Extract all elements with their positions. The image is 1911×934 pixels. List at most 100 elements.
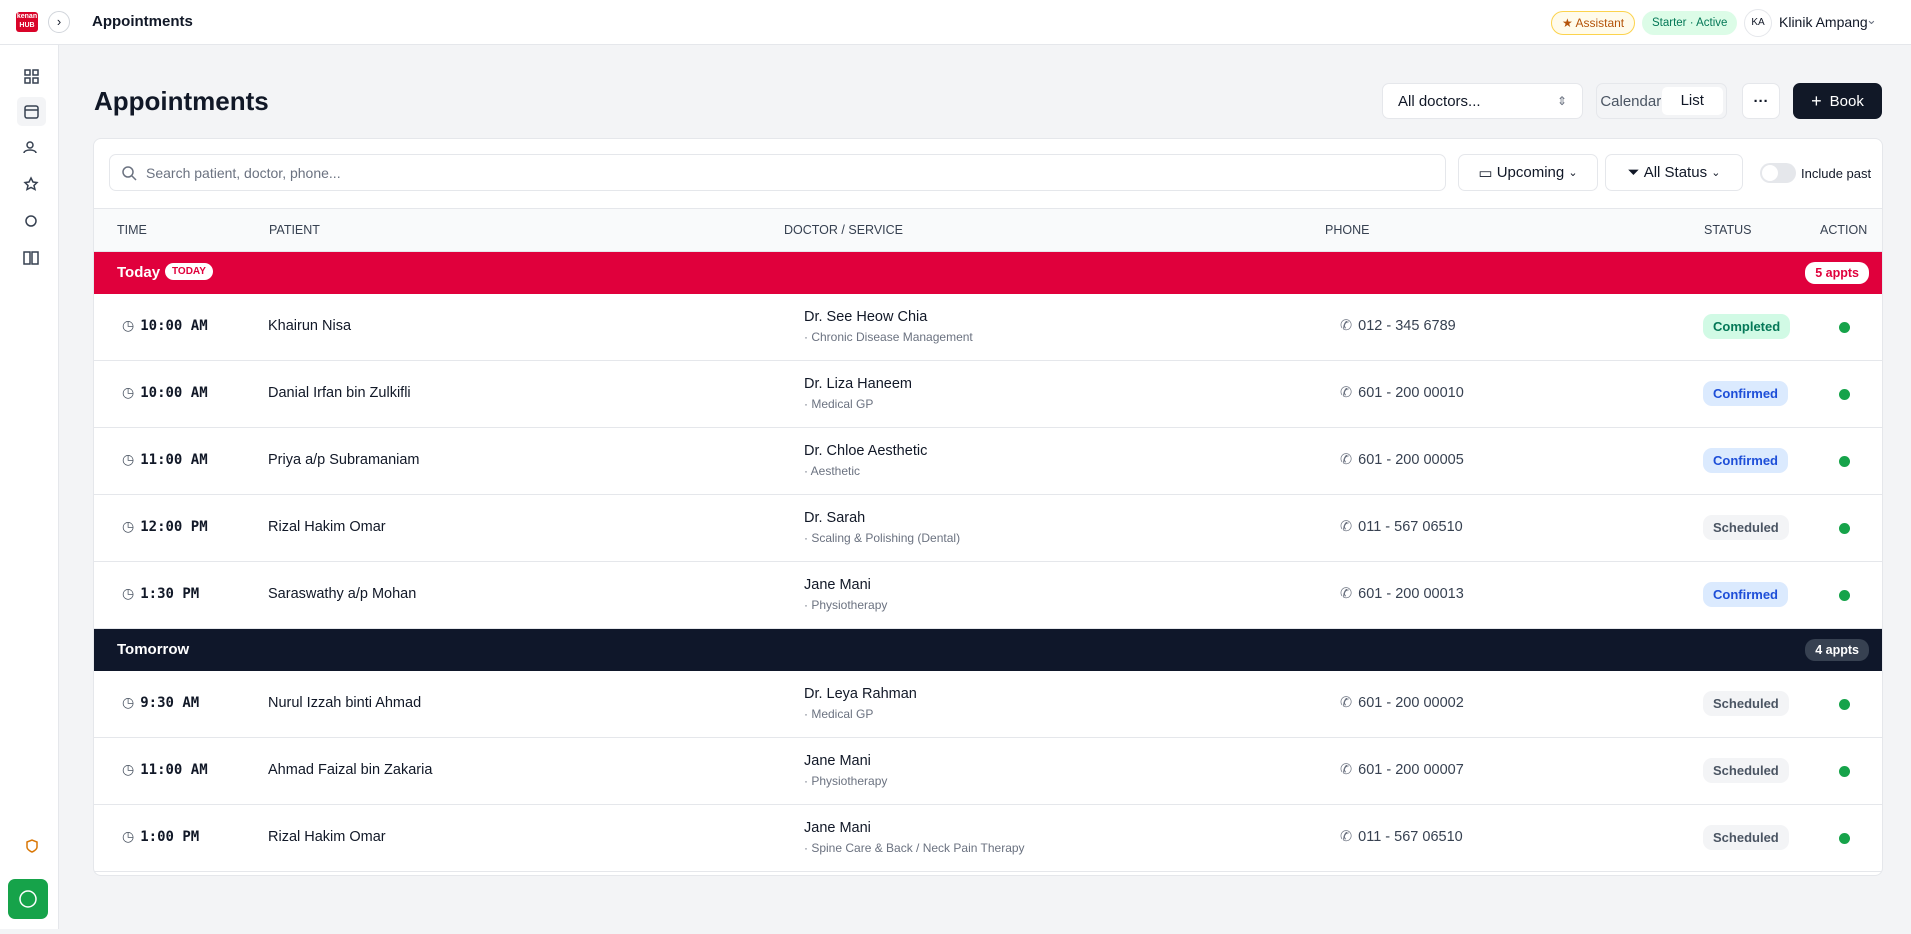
whatsapp-action[interactable] [1839,699,1850,710]
group-count: 5 appts [1805,262,1869,284]
appointment-row[interactable]: ◷ 10:00 AM Danial Irfan bin Zulkifli Dr. Li… [94,361,1882,428]
patient: Priya a/p Subramaniam [268,452,420,468]
view-list[interactable]: List [1661,87,1723,115]
status-badge: Scheduled [1703,825,1789,850]
doctor: Jane Mani [804,820,871,836]
logo-bottom: HUB [19,22,35,29]
range-label: Upcoming [1496,164,1565,181]
service: · Aesthetic [804,464,861,478]
page-heading: Appointments [94,86,269,116]
doctor: Dr. See Heow Chia [804,309,928,325]
include-past-label: Include past [1801,166,1872,181]
nav-settings[interactable] [25,215,37,227]
service: · Medical GP [804,707,874,721]
service: · Medical GP [804,397,874,411]
appointment-row[interactable]: ◷ 11:00 AM Ahmad Faizal bin Zakaria Jane Ma… [94,738,1882,805]
group-badge: TODAY [165,263,213,280]
status-badge: Scheduled [1703,691,1789,716]
whatsapp-icon [19,890,37,908]
nav-favourites[interactable] [23,176,39,191]
phone-cell: ✆ 011 - 567 06510 [1340,519,1463,535]
appointment-row[interactable]: ◷ 1:30 PM Saraswathy a/p Mohan Jane Mani · P… [94,562,1882,629]
sidebar-icons [8,69,48,919]
group-header: Today TODAY 5 appts [94,252,1882,294]
appointment-row[interactable]: ◷ 10:00 AM Khairun Nisa Dr. See Heow Chia · … [94,294,1882,361]
column-header: PHONE [1325,223,1370,237]
time: 11:00 AM [140,452,208,468]
column-header: PATIENT [269,223,320,237]
status-badge: Confirmed [1703,381,1788,406]
doctor: Dr. Sarah [804,510,866,526]
collapse-toggle[interactable]: › [48,11,70,33]
appointment-row[interactable]: ◷ 11:00 AM Priya a/p Subramaniam Dr. Chloe … [94,428,1882,495]
view-calendar[interactable]: Calendar [1600,92,1662,110]
search-input[interactable]: Search patient, doctor, phone... [109,154,1446,191]
book-label: Book [1829,92,1864,110]
whatsapp-action[interactable] [1839,766,1850,777]
whatsapp-action[interactable] [1839,590,1850,601]
whatsapp-action[interactable] [1839,322,1850,333]
doctor-select-label: All doctors... [1398,92,1481,110]
whatsapp-action[interactable] [1839,833,1850,844]
column-header: DOCTOR / SERVICE [784,223,904,237]
status-badge: Completed [1703,314,1791,339]
whatsapp-action[interactable] [1839,456,1850,467]
phone: 011 - 567 06510 [1358,519,1463,535]
phone: 601 - 200 00013 [1358,586,1464,602]
patient: Rizal Hakim Omar [268,829,386,845]
status-select[interactable]: ⏷ All Status ⌄ [1605,154,1743,191]
whatsapp-action[interactable] [1839,523,1850,534]
phone-cell: ✆ 011 - 567 06510 [1340,829,1463,845]
assistant-label: Assistant [1575,16,1625,30]
appointment-row[interactable]: ◷ 1:00 PM Rizal Hakim Omar Jane Mani · Spine… [94,805,1882,872]
doctor: Jane Mani [804,577,871,593]
range-select[interactable]: ▭ Upcoming ⌄ [1458,154,1598,191]
phone-cell: ✆ 601 - 200 00002 [1340,695,1464,711]
patient: Khairun Nisa [268,318,352,334]
column-header: STATUS [1704,223,1752,237]
more-button[interactable]: ··· [1742,83,1780,119]
clinic-name[interactable]: Klinik Ampang [1779,14,1868,30]
top-bar: kenan HUB › Appointments ★ Assistant Star… [0,0,1911,45]
phone-cell: ✆ 601 - 200 00010 [1340,385,1464,401]
appointments-card: Search patient, doctor, phone... ▭ Upcom… [93,138,1883,876]
top-title: Appointments [92,13,193,30]
phone: 011 - 567 06510 [1358,829,1463,845]
phone-cell: ✆ 012 - 345 6789 [1340,318,1456,334]
plan-badge: Starter · Active [1642,11,1738,35]
column-header: TIME [117,223,147,237]
doctor-select[interactable]: All doctors... ⇕ [1382,83,1583,119]
appointment-row[interactable]: ◷ 12:00 PM Rizal Hakim Omar Dr. Sarah · Scal… [94,495,1882,562]
status-badge: Confirmed [1703,448,1788,473]
time: 12:00 PM [140,519,208,535]
table-header: TIME PATIENT DOCTOR / SERVICE PHONE STATUS AC… [94,209,1882,252]
phone-cell: ✆ 601 - 200 00007 [1340,762,1464,778]
time-cell: ◷ 10:00 AM [122,385,208,401]
avatar[interactable]: KA [1744,9,1772,37]
appointment-row[interactable]: ◷ 9:30 AM Nurul Izzah binti Ahmad Dr. Leya … [94,671,1882,738]
book-button[interactable]: + Book [1793,83,1882,119]
nav-calendar[interactable] [24,105,39,119]
include-past-toggle[interactable] [1760,163,1796,183]
time-cell: ◷ 9:30 AM [122,695,200,711]
search-placeholder: Search patient, doctor, phone... [146,164,341,181]
status-badge: Scheduled [1703,758,1789,783]
whatsapp-action[interactable] [1839,389,1850,400]
status-label: All Status [1643,164,1708,181]
time: 9:30 AM [140,695,200,711]
nav-patients[interactable] [23,141,37,154]
phone: 601 - 200 00010 [1358,385,1464,401]
whatsapp-button[interactable] [8,879,48,919]
service: · Physiotherapy [804,774,888,788]
patient: Ahmad Faizal bin Zakaria [268,762,433,778]
group-label: Today [117,264,161,281]
logo[interactable]: kenan HUB [16,12,38,32]
phone: 601 - 200 00005 [1358,452,1464,468]
security-badge[interactable] [26,839,38,853]
nav-dashboard[interactable] [24,69,39,84]
clinic-chevron[interactable]: ⌄ [1866,12,1877,27]
assistant-button[interactable]: ★ Assistant [1551,11,1636,35]
nav-active-bg [17,97,46,126]
nav-docs[interactable] [23,251,39,265]
view-toggle: Calendar List [1596,83,1727,119]
